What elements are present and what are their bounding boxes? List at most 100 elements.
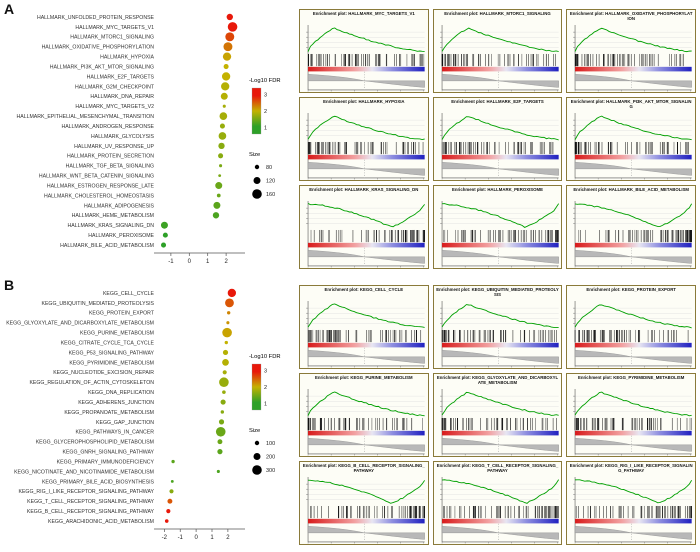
rank-metric-neg xyxy=(364,356,425,364)
term-label: HALLMARK_MYC_TARGETS_V2 xyxy=(75,104,154,110)
gsea-plot-chart xyxy=(306,113,425,180)
hit-barcode xyxy=(576,505,693,519)
rank-gradient-bar xyxy=(441,430,559,436)
dotplot-B: -2 -1 0 1 2 KEGG_CELL_CYCLE KEGG_UBIQUITIN_MED… xyxy=(6,280,298,548)
dot xyxy=(162,232,168,238)
size-legend-tick: 100 xyxy=(266,441,275,447)
enrichment-curve xyxy=(308,479,426,504)
color-legend-tick: 1 xyxy=(264,401,267,407)
term-label: KEGG_P53_SIGNALING_PATHWAY xyxy=(69,350,155,356)
term-label: KEGG_PRIMARY_IMMUNODEFICIENCY xyxy=(57,459,155,465)
x-tick-label: 0 xyxy=(188,259,192,265)
term-label: KEGG_UBIQUITIN_MEDIATED_PROTEOLYSIS xyxy=(41,301,154,307)
gsea-plot-title: Enrichment plot: HALLMARK_PEROXISOME xyxy=(452,187,543,192)
term-label: HALLMARK_PEROXISOME xyxy=(88,233,154,239)
hit-barcode xyxy=(441,329,557,343)
gsea-plot-title: Enrichment plot: HALLMARK_MTORC1_SIGNALI… xyxy=(444,11,551,16)
dotplot-chart-B: -2 -1 0 1 2 KEGG_CELL_CYCLE KEGG_UBIQUITIN_MED… xyxy=(6,288,281,541)
rank-metric-pos xyxy=(441,350,499,358)
panel-label-B: B xyxy=(4,277,15,293)
hit-barcode xyxy=(310,505,425,519)
gsea-plot-title: Enrichment plot: KEGG_PYRIMIDINE_METABOL… xyxy=(577,375,685,380)
panel-label-A: A xyxy=(4,1,15,17)
size-legend-title: Size xyxy=(249,428,260,434)
dot xyxy=(213,201,221,209)
rank-gradient-bar xyxy=(308,430,425,436)
enrichment-curve xyxy=(575,203,693,227)
term-label: HALLMARK_BILE_ACID_METABOLISM xyxy=(60,243,154,249)
hit-barcode xyxy=(442,229,559,243)
dot xyxy=(225,298,234,308)
term-label: HALLMARK_ANDROGEN_RESPONSE xyxy=(61,124,154,130)
term-label: KEGG_NICOTINATE_AND_NICOTINAMIDE_METABOL… xyxy=(14,469,154,475)
size-legend-tick: 300 xyxy=(266,468,275,474)
term-label: KEGG_PYRIMIDINE_METABOLISM xyxy=(69,360,154,366)
rank-gradient-bar xyxy=(441,66,559,72)
enrichment-curve xyxy=(307,391,425,417)
gsea-plot-chart xyxy=(439,477,559,544)
size-legend-dot xyxy=(254,164,260,170)
dot xyxy=(218,153,224,159)
rank-metric-pos xyxy=(307,350,365,358)
color-legend-tick: 2 xyxy=(264,109,267,115)
hit-barcode xyxy=(310,229,425,243)
gsea-plot-title: Enrichment plot: KEGG_GLYOXYLATE_AND_DIC… xyxy=(436,375,559,386)
gsea-plot: Enrichment plot: KEGG_PYRIMIDINE_METABOL… xyxy=(566,373,696,457)
gsea-plot: Enrichment plot: HALLMARK_OXIDATIVE_PHOS… xyxy=(566,9,696,93)
enrichment-curve xyxy=(574,391,693,417)
dot xyxy=(226,321,230,325)
gsea-plot-chart xyxy=(573,25,693,92)
dot xyxy=(170,479,174,483)
term-label: KEGG_NUCLEOTIDE_EXCISION_REPAIR xyxy=(53,370,154,376)
gsea-plot: Enrichment plot: HALLMARK_MYC_TARGETS_V1 xyxy=(299,9,429,93)
x-tick-label: -1 xyxy=(178,535,184,541)
gsea-plot-chart xyxy=(573,201,693,268)
rank-metric-pos xyxy=(441,438,499,446)
term-label: KEGG_GAP_JUNCTION xyxy=(96,420,154,426)
dot xyxy=(222,390,226,394)
hit-barcode xyxy=(575,329,689,343)
dot xyxy=(224,340,228,345)
gsea-plot: Enrichment plot: HALLMARK_PI3K_AKT_MTOR_… xyxy=(566,97,696,181)
color-legend-tick: 2 xyxy=(264,385,267,391)
gsea-plot: Enrichment plot: KEGG_PROTEIN_EXPORT xyxy=(566,285,696,369)
term-label: HALLMARK_UV_RESPONSE_UP xyxy=(74,144,154,150)
term-label: KEGG_ADHERENS_JUNCTION xyxy=(78,400,154,406)
dots xyxy=(160,13,238,248)
dot xyxy=(160,242,167,248)
dot xyxy=(218,174,222,178)
dot xyxy=(169,489,174,494)
term-label: HALLMARK_ESTROGEN_RESPONSE_LATE xyxy=(47,183,155,189)
gsea-plot-chart xyxy=(439,389,559,456)
gsea-plot-title: Enrichment plot: KEGG_RIG_I_LIKE_RECEPTO… xyxy=(569,463,693,474)
color-legend-tick: 1 xyxy=(264,125,267,131)
term-label: HALLMARK_MYC_TARGETS_V1 xyxy=(75,25,154,31)
rank-gradient-bar xyxy=(441,154,559,160)
enrichment-curve xyxy=(441,116,559,141)
enrichment-curve xyxy=(307,115,425,140)
dot xyxy=(217,449,223,455)
panel-A: A -1 0 1 2 HALLMARK_UNFOLDED_PROTEIN_RESPONS… xyxy=(4,1,696,272)
gsea-plot: Enrichment plot: KEGG_GLYOXYLATE_AND_DIC… xyxy=(432,373,563,457)
rank-metric-pos xyxy=(307,438,365,446)
rank-metric-neg xyxy=(364,80,425,88)
dotplot-A: -1 0 1 2 HALLMARK_UNFOLDED_PROTEIN_RESPONSE H… xyxy=(6,4,298,272)
color-legend-tick: 3 xyxy=(264,369,267,375)
term-label: HALLMARK_ADIPOGENESIS xyxy=(84,203,155,209)
term-label: HALLMARK_KRAS_SIGNALING_DN xyxy=(68,223,155,229)
gsea-plot-chart xyxy=(306,25,425,92)
rank-gradient-bar xyxy=(441,518,559,524)
rank-metric-pos xyxy=(575,162,632,170)
rank-metric-pos xyxy=(307,162,365,170)
term-label: KEGG_ARACHIDONIC_ACID_METABOLISM xyxy=(48,519,154,525)
size-legend-tick: 160 xyxy=(266,192,275,198)
gsea-plot-title: Enrichment plot: KEGG_T_CELL_RECEPTOR_SI… xyxy=(436,463,559,474)
dot xyxy=(222,104,226,108)
gsea-plot-chart xyxy=(573,301,693,368)
term-label: KEGG_GLYOXYLATE_AND_DICARBOXYLATE_METABO… xyxy=(6,321,154,327)
gsea-plot-chart xyxy=(573,477,693,544)
dot xyxy=(166,509,171,514)
enrichment-curve xyxy=(441,391,559,416)
gsea-plot-chart xyxy=(573,113,693,180)
rank-metric-neg xyxy=(497,356,559,364)
